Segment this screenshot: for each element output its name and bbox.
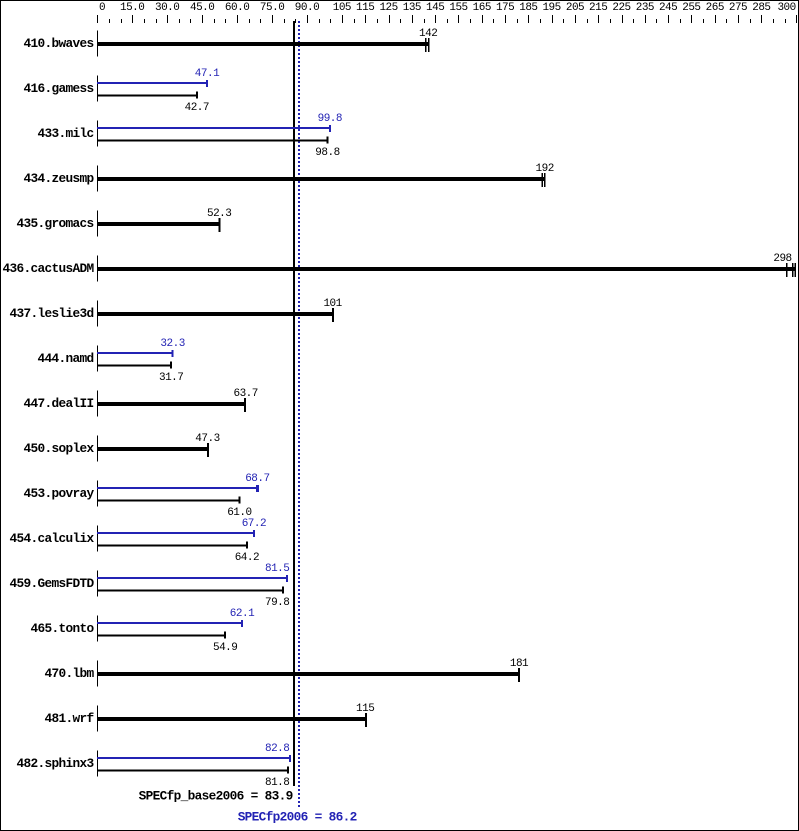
svg-text:225: 225 — [612, 2, 630, 14]
svg-text:416.gamess: 416.gamess — [24, 81, 94, 96]
svg-text:447.dealII: 447.dealII — [24, 396, 94, 411]
svg-text:135: 135 — [403, 2, 421, 14]
svg-text:82.8: 82.8 — [265, 743, 289, 755]
svg-text:454.calculix: 454.calculix — [10, 531, 95, 546]
svg-text:181: 181 — [510, 658, 529, 670]
svg-text:465.tonto: 465.tonto — [31, 621, 95, 636]
svg-text:437.leslie3d: 437.leslie3d — [10, 306, 94, 321]
svg-text:142: 142 — [419, 28, 437, 40]
svg-text:155: 155 — [449, 2, 467, 14]
svg-text:459.GemsFDTD: 459.GemsFDTD — [10, 576, 95, 591]
svg-text:433.milc: 433.milc — [38, 126, 94, 141]
svg-text:105: 105 — [333, 2, 351, 14]
svg-text:453.povray: 453.povray — [24, 486, 95, 501]
svg-text:61.0: 61.0 — [227, 507, 251, 519]
svg-text:54.9: 54.9 — [213, 642, 237, 654]
svg-text:SPECfp2006 = 86.2: SPECfp2006 = 86.2 — [238, 810, 357, 825]
svg-text:125: 125 — [379, 2, 397, 14]
svg-text:410.bwaves: 410.bwaves — [24, 36, 94, 51]
svg-text:115: 115 — [356, 2, 374, 14]
svg-text:298: 298 — [773, 253, 791, 265]
svg-text:99.8: 99.8 — [318, 113, 342, 125]
svg-text:75.0: 75.0 — [260, 2, 284, 14]
svg-text:62.1: 62.1 — [230, 608, 255, 620]
svg-text:195: 195 — [542, 2, 560, 14]
svg-text:481.wrf: 481.wrf — [45, 711, 95, 726]
svg-text:444.namd: 444.namd — [38, 351, 94, 366]
svg-text:434.zeusmp: 434.zeusmp — [24, 171, 95, 186]
svg-text:115: 115 — [356, 703, 374, 715]
svg-text:98.8: 98.8 — [315, 147, 339, 159]
svg-text:81.8: 81.8 — [265, 777, 289, 789]
svg-text:205: 205 — [566, 2, 584, 14]
svg-text:52.3: 52.3 — [207, 208, 231, 220]
svg-text:90.0: 90.0 — [295, 2, 319, 14]
svg-text:60.0: 60.0 — [225, 2, 249, 14]
svg-text:185: 185 — [519, 2, 537, 14]
svg-text:47.3: 47.3 — [195, 433, 219, 445]
svg-text:SPECfp_base2006 = 83.9: SPECfp_base2006 = 83.9 — [139, 788, 293, 803]
svg-text:64.2: 64.2 — [235, 552, 259, 564]
svg-text:450.soplex: 450.soplex — [24, 441, 95, 456]
svg-text:275: 275 — [729, 2, 747, 14]
svg-text:192: 192 — [536, 163, 554, 175]
svg-text:470.lbm: 470.lbm — [45, 666, 95, 681]
svg-text:31.7: 31.7 — [159, 372, 183, 384]
svg-text:47.1: 47.1 — [195, 68, 220, 80]
svg-text:235: 235 — [636, 2, 654, 14]
svg-text:215: 215 — [589, 2, 607, 14]
svg-text:68.7: 68.7 — [245, 473, 269, 485]
svg-text:245: 245 — [659, 2, 677, 14]
svg-text:175: 175 — [496, 2, 514, 14]
svg-text:145: 145 — [426, 2, 444, 14]
svg-text:42.7: 42.7 — [185, 102, 209, 114]
svg-text:30.0: 30.0 — [155, 2, 179, 14]
svg-text:79.8: 79.8 — [265, 597, 289, 609]
svg-text:165: 165 — [473, 2, 491, 14]
svg-text:435.gromacs: 435.gromacs — [17, 216, 94, 231]
svg-text:265: 265 — [706, 2, 724, 14]
svg-text:101: 101 — [323, 298, 342, 310]
svg-text:0: 0 — [99, 2, 105, 14]
svg-text:482.sphinx3: 482.sphinx3 — [17, 756, 95, 771]
svg-text:67.2: 67.2 — [242, 518, 266, 530]
svg-text:285: 285 — [752, 2, 770, 14]
svg-text:81.5: 81.5 — [265, 563, 289, 575]
svg-text:32.3: 32.3 — [160, 338, 184, 350]
svg-text:45.0: 45.0 — [190, 2, 214, 14]
svg-text:63.7: 63.7 — [233, 388, 257, 400]
svg-text:300: 300 — [777, 2, 795, 14]
svg-text:436.cactusADM: 436.cactusADM — [3, 261, 95, 276]
svg-text:15.0: 15.0 — [120, 2, 144, 14]
svg-text:255: 255 — [682, 2, 700, 14]
